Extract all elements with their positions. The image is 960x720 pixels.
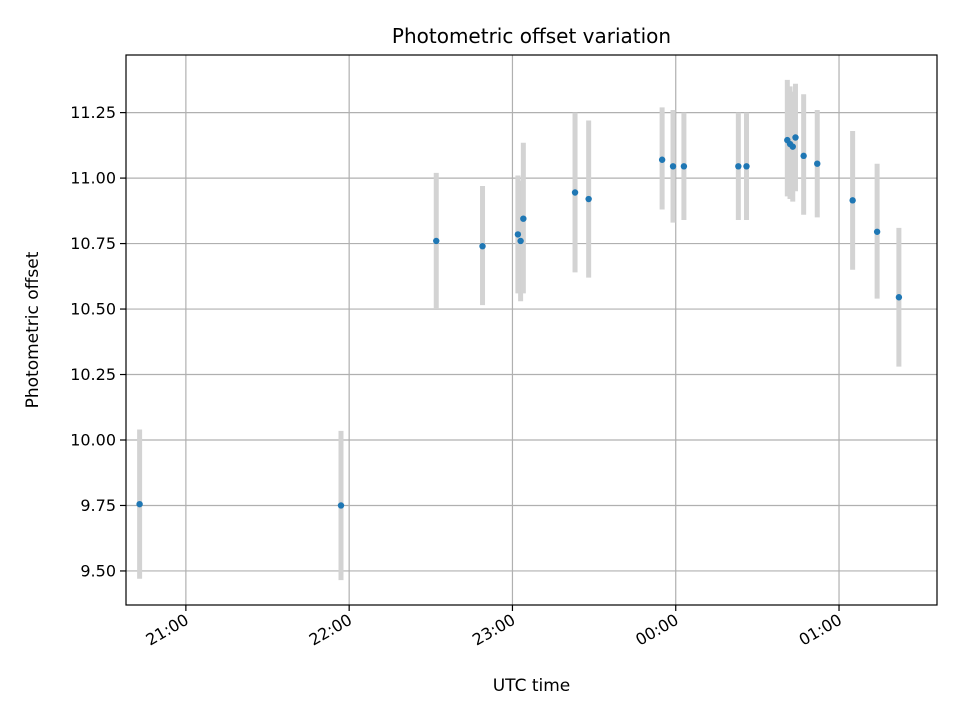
data-point bbox=[680, 163, 688, 170]
x-tick-label: 21:00 bbox=[142, 610, 191, 650]
y-tick-label: 9.75 bbox=[80, 496, 116, 515]
data-point bbox=[571, 189, 579, 196]
y-axis-ticks: 9.50 9.75 10.00 10.25 10.50 10.75 11.00 11.25 bbox=[70, 103, 126, 580]
grid-lines bbox=[126, 55, 937, 605]
x-tick-label: 22:00 bbox=[306, 610, 355, 650]
y-tick-label: 10.00 bbox=[70, 431, 116, 450]
data-point bbox=[520, 215, 527, 222]
data-point bbox=[337, 502, 345, 509]
data-point bbox=[658, 156, 666, 163]
data-point bbox=[873, 228, 881, 235]
x-tick-label: 01:00 bbox=[796, 610, 845, 650]
x-axis-label: UTC time bbox=[493, 676, 571, 696]
data-point bbox=[514, 231, 522, 238]
y-axis-label: Photometric offset bbox=[23, 251, 43, 408]
data-point bbox=[479, 242, 486, 250]
y-tick-label: 10.75 bbox=[70, 234, 116, 253]
data-point bbox=[735, 163, 742, 170]
y-tick-label: 10.25 bbox=[70, 365, 116, 384]
data-point bbox=[433, 237, 440, 245]
data-points bbox=[136, 134, 903, 509]
y-tick-label: 9.50 bbox=[80, 561, 116, 580]
x-tick-label: 23:00 bbox=[469, 610, 518, 650]
y-tick-label: 11.00 bbox=[70, 169, 116, 188]
data-point bbox=[792, 134, 799, 141]
plot-frame bbox=[125, 54, 938, 606]
y-tick-label: 10.50 bbox=[70, 300, 116, 319]
data-point bbox=[814, 160, 821, 167]
data-point bbox=[743, 163, 750, 170]
x-axis-ticks: 21:00 22:00 23:00 00:00 01:00 bbox=[142, 605, 845, 650]
data-point bbox=[585, 195, 592, 203]
y-tick-label: 11.25 bbox=[70, 103, 116, 122]
x-tick-label: 00:00 bbox=[632, 610, 681, 650]
data-point bbox=[895, 294, 903, 301]
data-point bbox=[800, 152, 807, 160]
data-point bbox=[789, 143, 796, 150]
data-point bbox=[136, 500, 143, 508]
chart-title: Photometric offset variation bbox=[392, 24, 671, 48]
data-point bbox=[849, 197, 856, 204]
data-point bbox=[517, 237, 524, 245]
data-point bbox=[669, 163, 677, 170]
